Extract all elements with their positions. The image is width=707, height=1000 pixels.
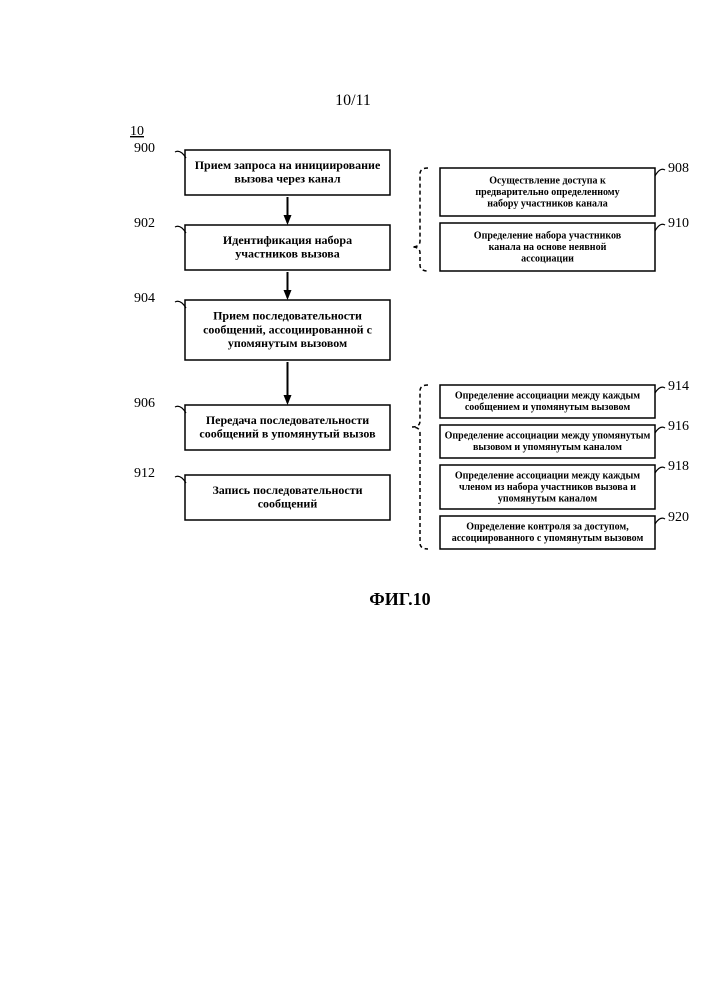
flow-box-914: Определение ассоциации между каждымсообщ… (440, 385, 655, 418)
flow-box-910: Определение набора участниковканала на о… (440, 223, 655, 271)
leader-910 (655, 224, 665, 231)
flow-box-text: упомянутым каналом (498, 493, 597, 504)
brace-group1 (412, 168, 428, 271)
ref-label-918: 918 (668, 459, 689, 474)
ref-label-908: 908 (668, 161, 689, 176)
ref-label-920: 920 (668, 510, 689, 525)
flow-box-text: Определение ассоциации между упомянутым (445, 431, 651, 442)
flow-box-text: Прием запроса на инициирование (195, 158, 381, 172)
flow-box-918: Определение ассоциации между каждымчлено… (440, 465, 655, 509)
ref-label-906: 906 (134, 396, 155, 411)
ref-label-916: 916 (668, 419, 689, 434)
braces (412, 168, 428, 549)
flow-box-902: Идентификация набораучастников вызова (185, 225, 390, 270)
page-number: 10/11 (335, 92, 371, 109)
flow-box-text: упомянутым вызовом (228, 336, 347, 350)
flow-box-text: участников вызова (235, 247, 340, 261)
ref-label-914: 914 (668, 379, 689, 394)
leader-916 (655, 427, 665, 433)
figure-number-small: 10 (130, 124, 144, 139)
ref-label-902: 902 (134, 216, 155, 231)
flow-box-text: сообщений (258, 497, 318, 511)
ref-label-904: 904 (134, 291, 155, 306)
flow-box-text: Определение ассоциации между каждым (455, 391, 640, 402)
brace-group2 (412, 385, 428, 549)
flow-box-text: ассоциированного с упомянутым вызовом (452, 533, 644, 544)
flow-box-text: вызова через канал (234, 172, 340, 186)
flow-box-text: Прием последовательности (213, 309, 362, 323)
flow-box-text: вызовом и упомянутым каналом (473, 442, 622, 453)
figure-caption: ФИГ.10 (369, 589, 430, 609)
leader-908 (655, 169, 665, 176)
flow-box-text: Запись последовательности (212, 483, 362, 497)
flow-box-text: канала на основе неявной (489, 242, 607, 253)
flow-box-text: сообщений, ассоциированной с (203, 322, 373, 336)
side-group-2: Определение ассоциации между каждымсообщ… (440, 385, 655, 549)
leader-914 (655, 387, 665, 393)
ref-label-900: 900 (134, 141, 155, 156)
flow-box-text: членом из набора участников вызова и (459, 482, 636, 493)
leader-920 (655, 518, 665, 524)
flow-box-text: набору участников канала (487, 198, 607, 209)
ref-label-912: 912 (134, 466, 155, 481)
flow-box-904: Прием последовательностисообщений, ассоц… (185, 300, 390, 360)
flow-box-900: Прием запроса на инициированиевызова чер… (185, 150, 390, 195)
flow-box-text: Определение контроля за доступом, (466, 522, 629, 533)
flow-box-text: Определение набора участников (474, 230, 622, 241)
flowchart-diagram: 10/11 10 Прием запроса на инициированиев… (0, 0, 707, 1000)
flow-box-text: Определение ассоциации между каждым (455, 470, 640, 481)
flow-box-912: Запись последовательностисообщений (185, 475, 390, 520)
flow-box-906: Передача последовательностисообщений в у… (185, 405, 390, 450)
flow-box-text: предварительно определенному (475, 187, 619, 198)
flow-box-text: Идентификация набора (223, 233, 352, 247)
flow-box-text: Осуществление доступа к (489, 175, 606, 186)
side-group-1: Осуществление доступа кпредварительно оп… (440, 168, 655, 271)
flow-box-text: Передача последовательности (206, 413, 369, 427)
flow-box-916: Определение ассоциации между упомянутымв… (440, 425, 655, 458)
leader-918 (655, 467, 665, 473)
flow-box-908: Осуществление доступа кпредварительно оп… (440, 168, 655, 216)
flow-box-text: сообщением и упомянутым вызовом (465, 402, 631, 413)
flow-box-text: ассоциации (521, 253, 574, 264)
flow-box-920: Определение контроля за доступом,ассоции… (440, 516, 655, 549)
flow-box-text: сообщений в упомянутый вызов (199, 427, 376, 441)
ref-label-910: 910 (668, 216, 689, 231)
